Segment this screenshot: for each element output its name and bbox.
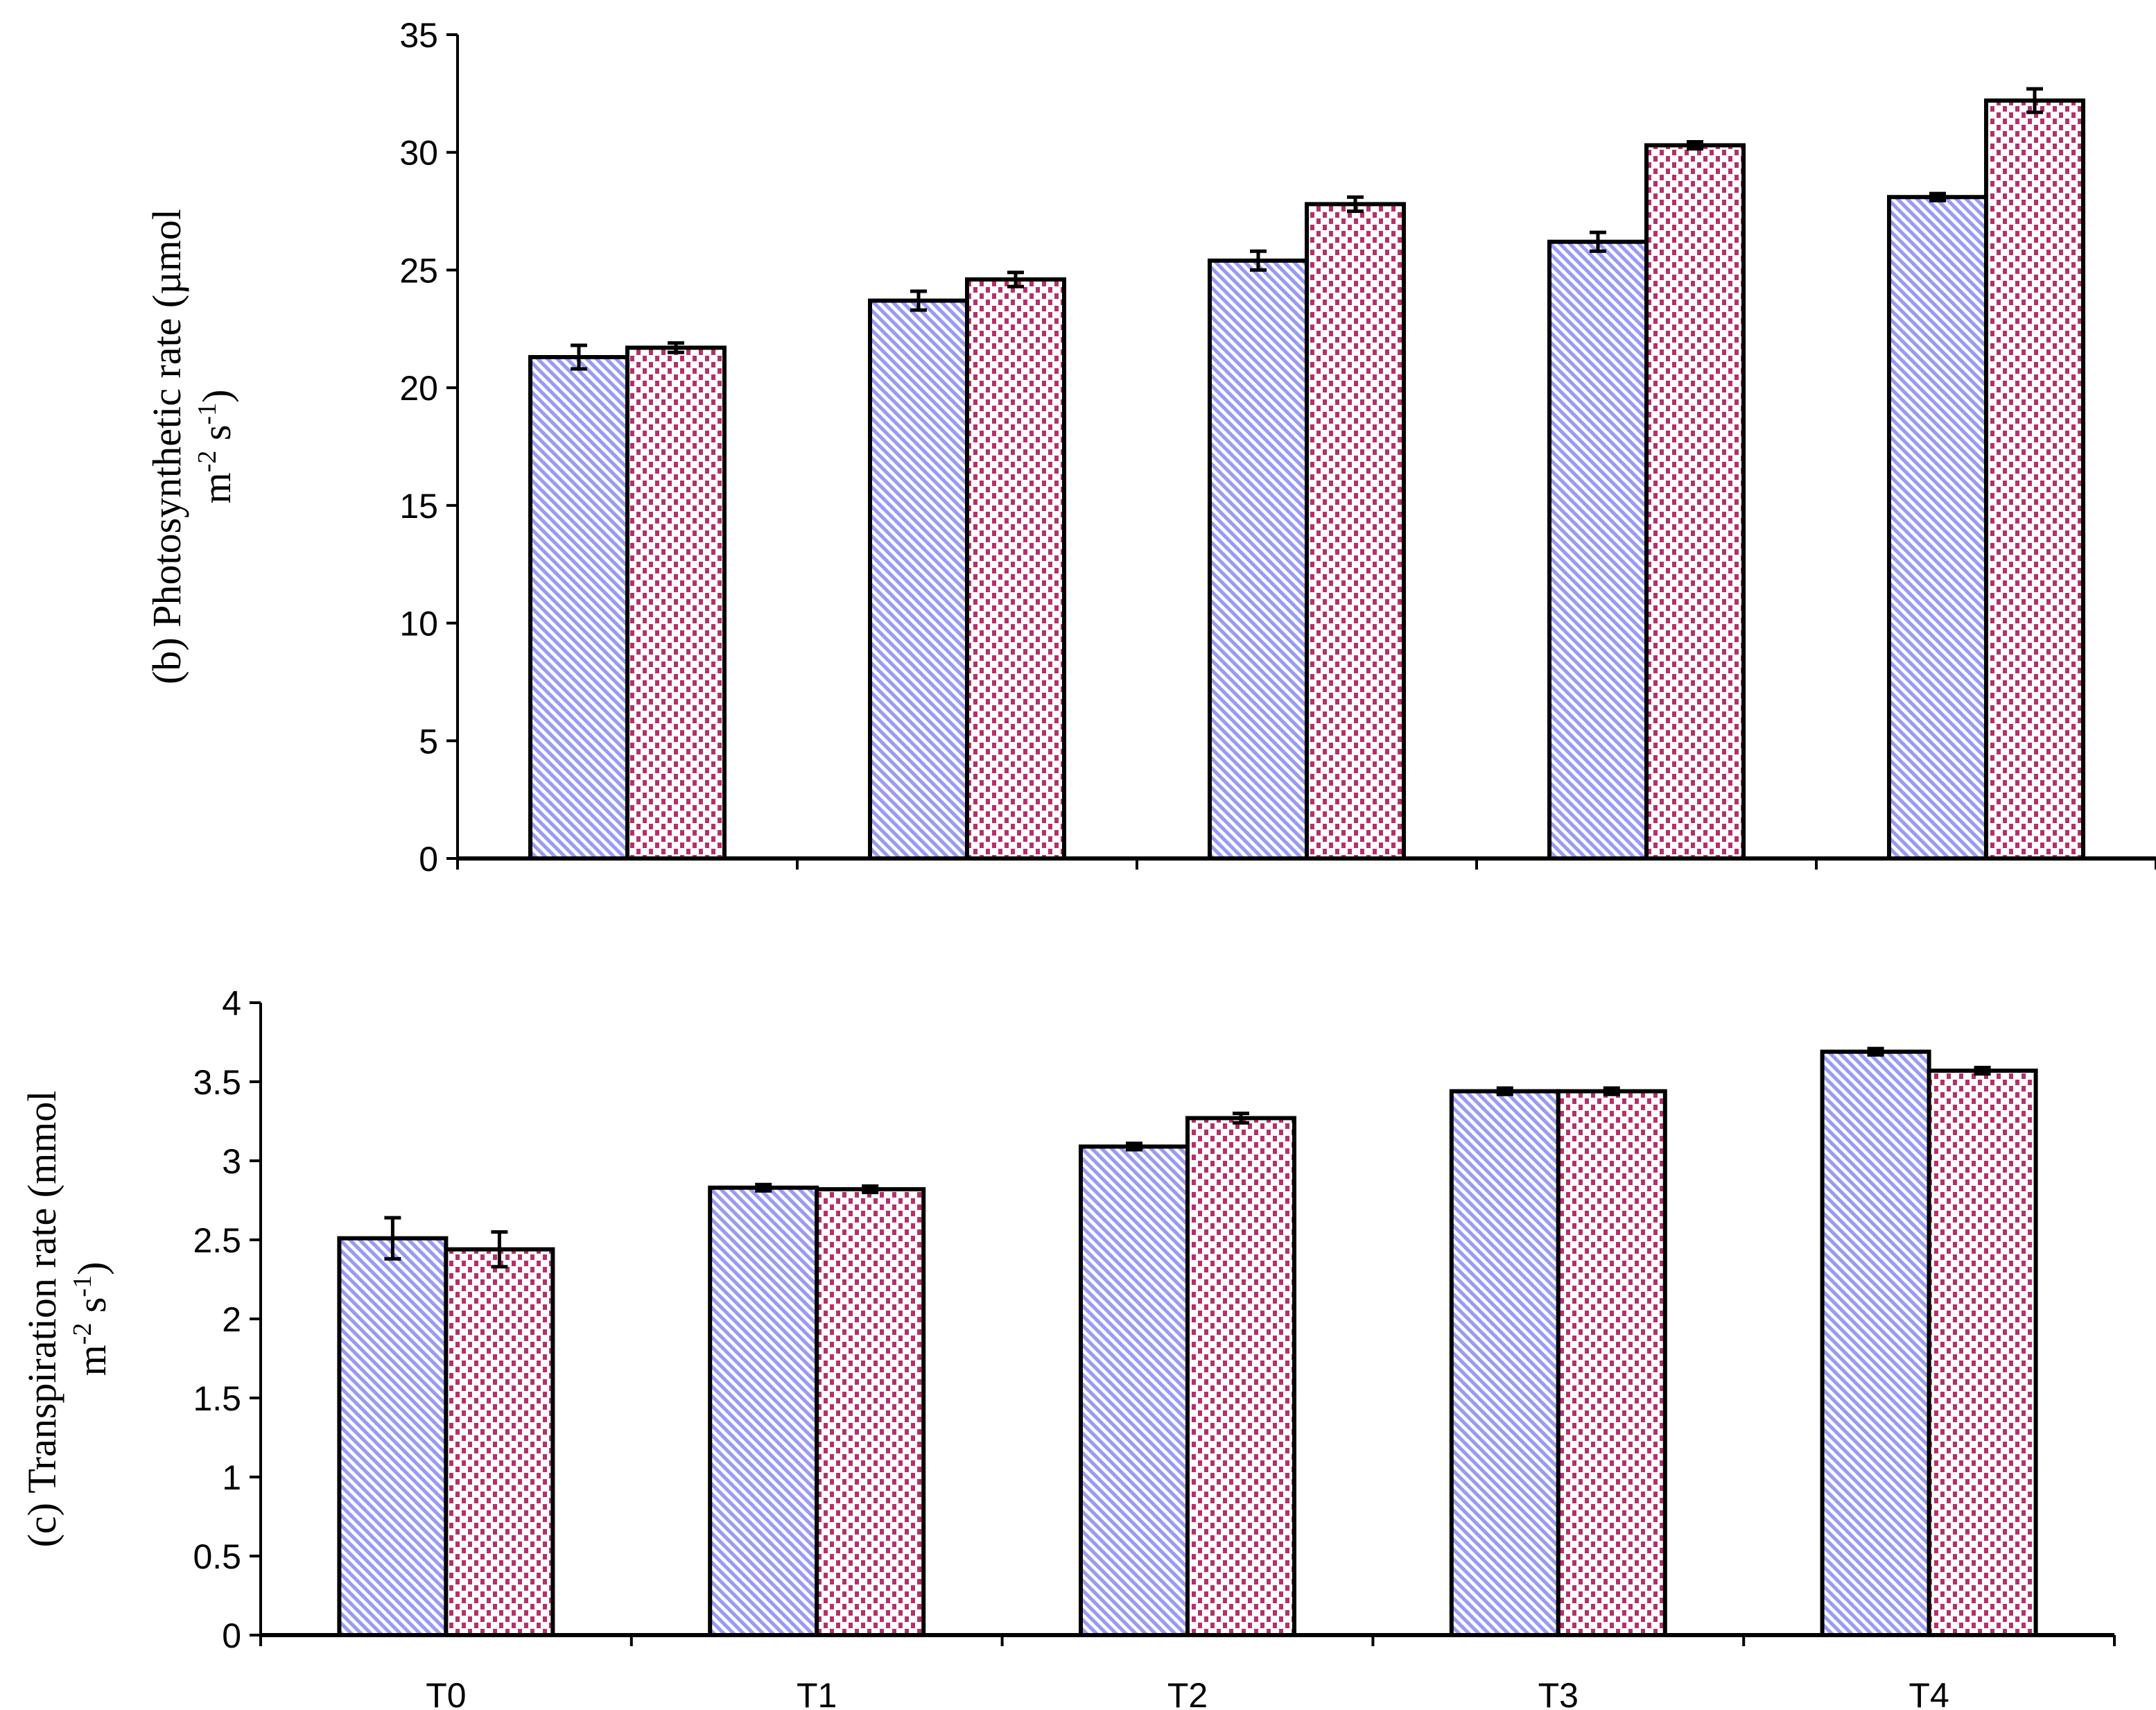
y-tick-label: 1 <box>222 1458 241 1497</box>
y-tick-label: 25 <box>399 251 438 290</box>
y-axis-label-line1: (c) Transpiration rate (mmol <box>19 1091 64 1548</box>
bar-t0-series1 <box>528 355 629 861</box>
bar-t2-series1 <box>1079 1144 1190 1637</box>
bar-t3-series1 <box>1449 1089 1561 1638</box>
y-axis-label-part: -2 <box>193 451 222 473</box>
bar-t4-series2 <box>1984 98 2085 861</box>
bar-t0-series1 <box>337 1236 449 1637</box>
y-axis-label-line1: (b) Photosynthetic rate (µmol <box>144 209 189 684</box>
y-tick-label: 1.5 <box>193 1379 241 1418</box>
bar-t4-series1 <box>1887 195 1988 861</box>
y-axis-label-part: s <box>69 1297 114 1323</box>
transpiration-rate-chart: 0 0.5 1 1.5 2 2.5 3 3.5 4 T0 T1 T2 T3 T4 (c) Transpira… <box>19 984 2116 1710</box>
y-tick-label: 0 <box>419 840 438 879</box>
y-axis-label-part: s <box>194 425 239 451</box>
bar-t1-series2 <box>815 1187 926 1638</box>
y-tick-label: 3.5 <box>193 1063 241 1102</box>
y-tick-label: 2.5 <box>193 1221 241 1260</box>
y-axis-label-line2: m-2 s-1) <box>193 390 239 504</box>
y-axis-label-line2: m-2 s-1) <box>68 1262 114 1376</box>
bar-t3-series1 <box>1547 239 1649 861</box>
y-tick-label: 20 <box>399 369 438 408</box>
x-tick-label: T0 <box>426 1676 466 1710</box>
y-axis-label-part: -1 <box>193 403 222 425</box>
bar-t1-series1 <box>868 298 969 861</box>
y-tick-label: 30 <box>399 134 438 173</box>
y-tick-label: 15 <box>399 487 438 526</box>
y-tick-label: 2 <box>222 1300 241 1339</box>
x-tick-label: T1 <box>797 1676 837 1710</box>
x-tick-label: T2 <box>1167 1676 1208 1710</box>
y-axis-label-part: ) <box>69 1262 114 1275</box>
photosynthetic-rate-chart: 0 5 10 15 20 25 30 35 (b) Photosynthetic rate (µ… <box>144 16 2156 879</box>
y-axis-label-part: m <box>69 1345 114 1376</box>
bar-t2-series1 <box>1208 258 1309 861</box>
bar-t1-series1 <box>708 1185 819 1637</box>
bar-t0-series2 <box>444 1247 555 1638</box>
y-tick-label: 0.5 <box>193 1537 241 1576</box>
y-axis-label-part: ) <box>194 390 239 403</box>
y-tick-label: 3 <box>222 1142 241 1181</box>
bar-t4-series1 <box>1820 1049 1931 1638</box>
y-axis-label-part: -1 <box>68 1275 97 1297</box>
bar-t0-series2 <box>625 345 727 861</box>
bar-t3-series2 <box>1556 1089 1667 1638</box>
y-tick-label: 4 <box>222 984 241 1023</box>
x-tick-label: T4 <box>1909 1676 1949 1710</box>
y-axis-label-part: m <box>194 472 239 503</box>
y-tick-label: 5 <box>419 722 438 761</box>
bar-t3-series2 <box>1644 143 1746 861</box>
y-tick-label: 10 <box>399 605 438 644</box>
y-tick-label: 35 <box>399 16 438 55</box>
bar-t1-series2 <box>965 277 1066 861</box>
y-axis-label-part: -2 <box>68 1323 97 1345</box>
y-tick-label: 0 <box>222 1616 241 1655</box>
bar-t4-series2 <box>1927 1069 2038 1638</box>
bar-t2-series2 <box>1305 202 1406 861</box>
x-tick-label: T3 <box>1538 1676 1579 1710</box>
bar-t2-series2 <box>1185 1116 1296 1637</box>
